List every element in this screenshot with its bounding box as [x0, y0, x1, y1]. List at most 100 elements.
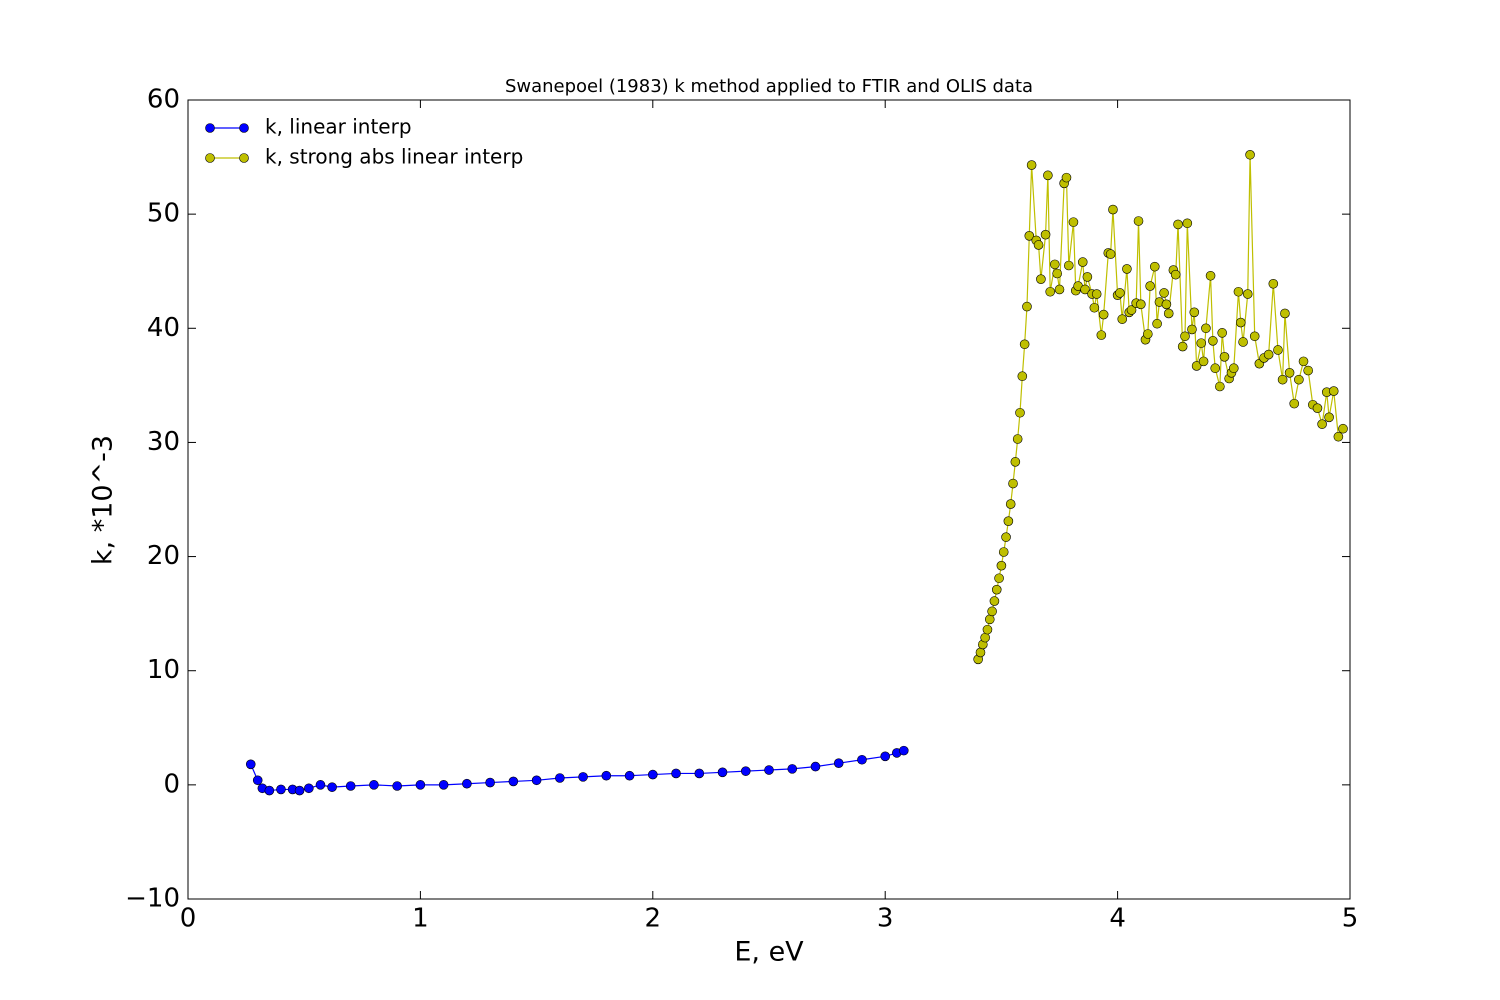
- legend-marker: [239, 123, 249, 133]
- data-point: [1229, 363, 1239, 374]
- data-point: [1003, 516, 1014, 526]
- data-point: [1217, 328, 1227, 338]
- data-point: [1008, 478, 1018, 489]
- data-point: [740, 766, 751, 776]
- data-point: [1215, 381, 1225, 392]
- data-point: [1182, 218, 1193, 229]
- legend-marker: [205, 123, 215, 133]
- data-point: [1245, 149, 1255, 160]
- data-point: [276, 784, 286, 795]
- x-tick-label: 4: [1109, 904, 1126, 934]
- data-point: [1117, 314, 1128, 324]
- data-point: [1052, 268, 1062, 279]
- data-point: [1040, 229, 1051, 240]
- legend-label: k, linear interp: [265, 115, 412, 139]
- y-tick-label: 20: [147, 541, 180, 571]
- y-tick-label: 30: [147, 427, 180, 457]
- data-point: [980, 632, 990, 643]
- data-point: [1189, 307, 1200, 318]
- data-point: [315, 780, 326, 790]
- data-point: [1268, 278, 1279, 289]
- data-point: [1077, 257, 1088, 267]
- data-point: [1149, 261, 1160, 272]
- data-point: [717, 767, 728, 778]
- data-point: [1045, 286, 1056, 297]
- data-point: [1108, 204, 1118, 215]
- data-point: [304, 783, 314, 794]
- chart-title: Swanepoel (1983) k method applied to FTI…: [505, 76, 1033, 97]
- data-point: [787, 764, 798, 774]
- data-point: [1303, 365, 1313, 376]
- data-point: [982, 624, 993, 635]
- data-point: [1338, 423, 1348, 434]
- data-point: [294, 785, 305, 796]
- data-point: [1198, 356, 1209, 367]
- data-point: [1063, 260, 1074, 271]
- data-point: [1233, 286, 1244, 297]
- data-point: [975, 647, 986, 658]
- data-point: [984, 614, 995, 625]
- data-point: [857, 754, 867, 765]
- data-point: [647, 769, 658, 780]
- data-point: [991, 584, 1002, 595]
- data-point: [1019, 339, 1030, 350]
- y-tick-label: 0: [163, 769, 180, 799]
- data-point: [880, 751, 891, 762]
- data-point: [1180, 331, 1190, 342]
- data-point: [531, 775, 542, 786]
- data-point: [1061, 172, 1072, 183]
- data-point: [1177, 341, 1188, 352]
- data-point: [898, 745, 909, 756]
- data-point: [1005, 499, 1016, 509]
- data-point: [1263, 349, 1274, 360]
- data-point: [1105, 249, 1116, 259]
- data-point: [1249, 331, 1260, 342]
- data-point: [810, 761, 821, 772]
- legend-label: k, strong abs linear interp: [265, 145, 523, 169]
- data-point: [1033, 240, 1044, 250]
- data-point: [1208, 336, 1218, 346]
- data-point: [1328, 386, 1339, 396]
- y-tick-label: 40: [147, 313, 180, 343]
- data-point: [1312, 403, 1323, 413]
- data-point: [1054, 284, 1065, 295]
- data-point: [833, 758, 844, 768]
- data-point: [1126, 305, 1137, 315]
- data-point: [1091, 289, 1102, 299]
- data-point: [1187, 324, 1197, 335]
- data-point: [508, 776, 519, 787]
- data-point: [1136, 299, 1146, 310]
- data-point: [1298, 356, 1309, 367]
- legend-marker: [205, 153, 215, 163]
- data-point: [1050, 259, 1060, 270]
- data-point: [1082, 272, 1093, 282]
- data-point: [1026, 160, 1037, 170]
- data-point: [1235, 317, 1246, 328]
- data-point: [1098, 309, 1109, 320]
- x-tick-label: 0: [180, 904, 197, 934]
- data-point: [987, 606, 997, 617]
- data-point: [1115, 288, 1125, 298]
- data-point: [764, 765, 774, 775]
- data-point: [1022, 301, 1032, 312]
- data-point: [1152, 318, 1162, 329]
- data-point: [1161, 299, 1172, 310]
- data-point: [1096, 330, 1107, 340]
- data-point: [462, 778, 472, 789]
- data-point: [1170, 269, 1181, 280]
- y-axis-label: k, *10^-3: [88, 435, 119, 565]
- data-point: [245, 759, 256, 770]
- data-point: [989, 596, 1000, 606]
- data-point: [1191, 361, 1202, 371]
- data-point: [578, 772, 588, 782]
- data-point: [1122, 264, 1132, 274]
- data-point: [996, 560, 1007, 571]
- data-point: [1036, 274, 1046, 285]
- x-tick-label: 1: [412, 904, 429, 934]
- y-tick-label: 10: [147, 655, 180, 685]
- data-point: [1219, 352, 1230, 362]
- x-axis-label: E, eV: [734, 937, 804, 968]
- data-point: [392, 781, 402, 791]
- data-point: [1289, 398, 1300, 409]
